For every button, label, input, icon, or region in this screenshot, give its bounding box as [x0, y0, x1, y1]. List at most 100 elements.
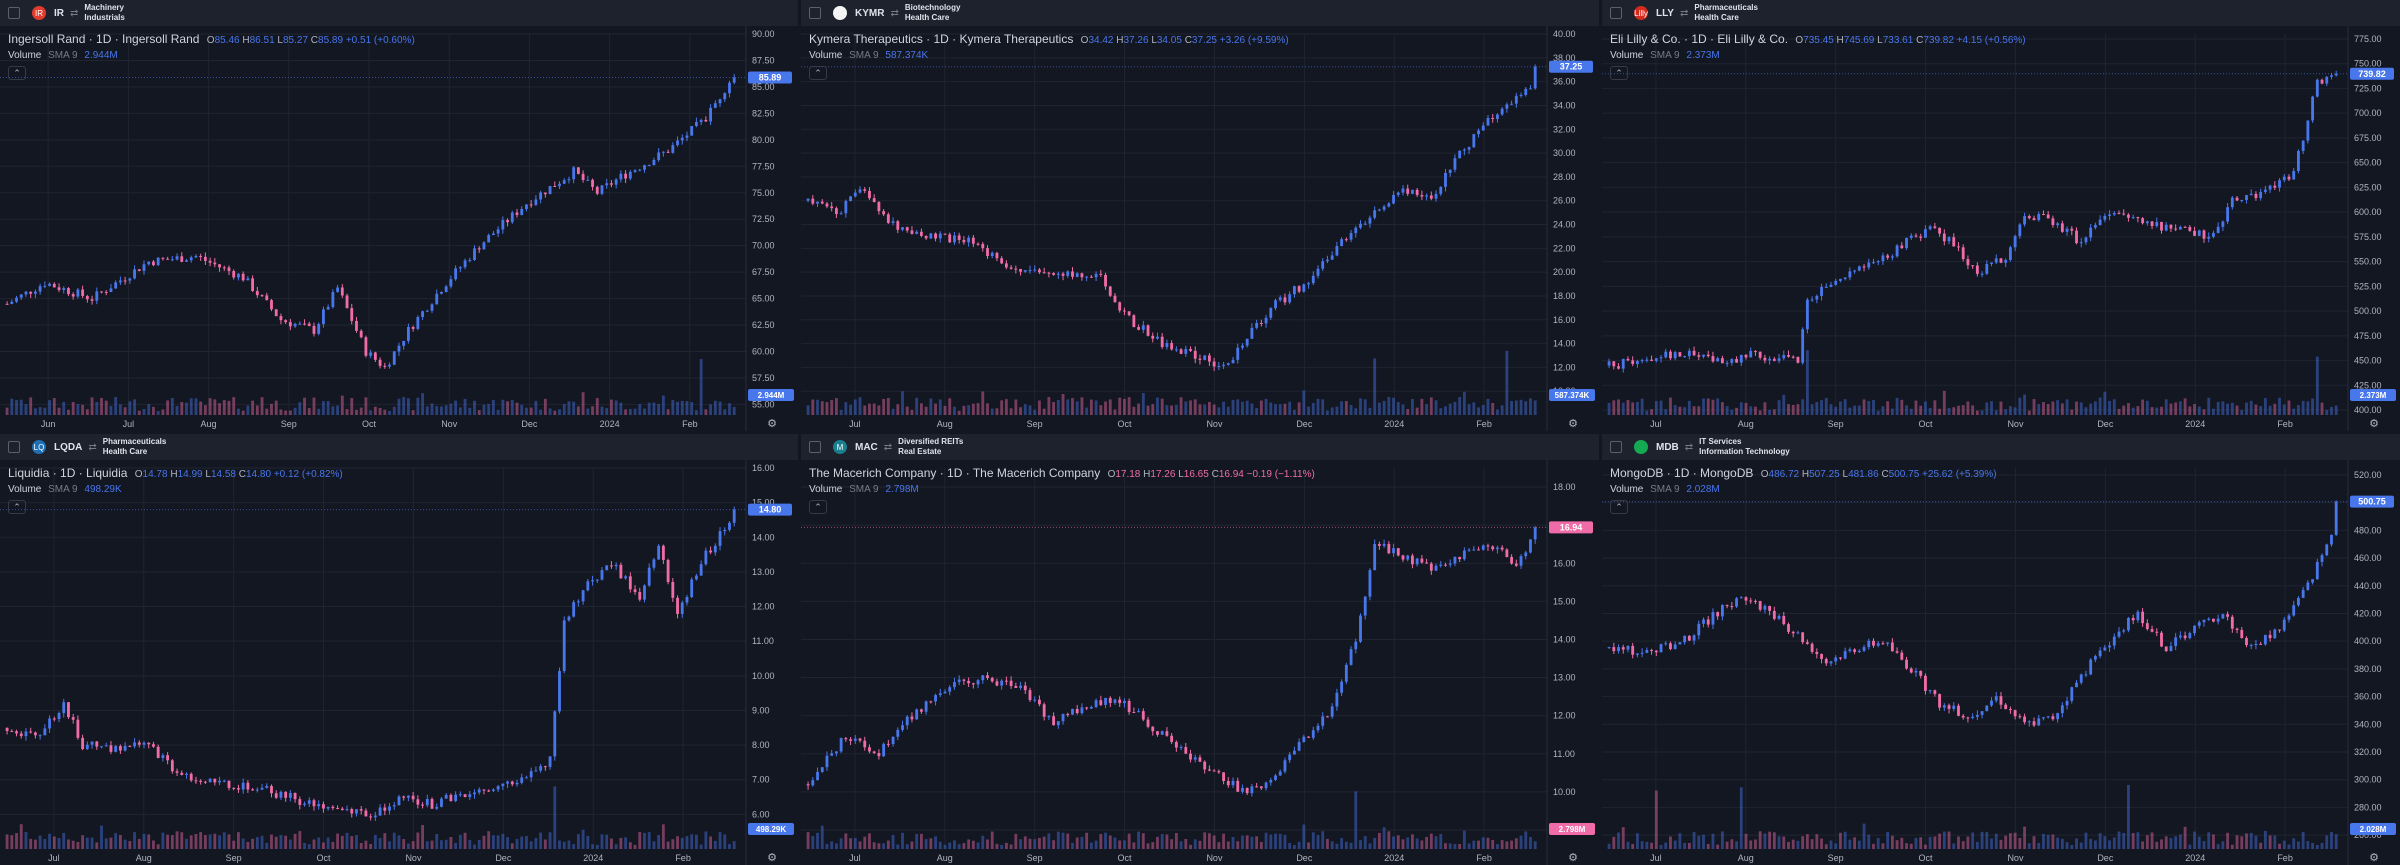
- chart-settings-icon[interactable]: ⚙: [1568, 852, 1578, 864]
- chart-settings-icon[interactable]: ⚙: [2369, 852, 2379, 864]
- ticker-symbol[interactable]: MDB: [1656, 441, 1679, 453]
- candle-body: [392, 805, 396, 807]
- chart-settings-icon[interactable]: ⚙: [767, 418, 777, 430]
- volume-bar: [2226, 832, 2230, 849]
- collapse-legend-button[interactable]: ⌃: [8, 66, 26, 80]
- candle-body: [2046, 214, 2050, 219]
- chart-panel-ir[interactable]: IR IR ⇄ Machinery Industrials 90.00 87.50…: [0, 0, 798, 431]
- price-chart[interactable]: 40.0038.0036.0034.0032.0030.0028.0026.00…: [801, 26, 1599, 431]
- chart-settings-icon[interactable]: ⚙: [2369, 418, 2379, 430]
- link-icon[interactable]: ⇄: [70, 7, 79, 19]
- volume-bar: [1406, 837, 1410, 849]
- link-icon[interactable]: ⇄: [1684, 441, 1694, 453]
- chart-panel-lqda[interactable]: LQ LQDA ⇄ Pharmaceuticals Health Care 16…: [0, 434, 798, 865]
- candle-body: [1377, 209, 1381, 211]
- volume-bar: [2127, 403, 2130, 415]
- candle-body: [1683, 356, 1687, 358]
- select-checkbox[interactable]: [1610, 441, 1622, 453]
- volume-bar: [1500, 405, 1504, 415]
- candle-body: [1706, 354, 1710, 357]
- collapse-legend-button[interactable]: ⌃: [8, 500, 26, 514]
- collapse-legend-button[interactable]: ⌃: [1610, 66, 1628, 80]
- collapse-legend-button[interactable]: ⌃: [1610, 500, 1628, 514]
- collapse-legend-button[interactable]: ⌃: [809, 500, 827, 514]
- select-checkbox[interactable]: [8, 441, 20, 453]
- chart-panel-mdb[interactable]: MDB ⇄ IT Services Information Technology…: [1602, 434, 2400, 865]
- candle-body: [194, 780, 198, 782]
- select-checkbox[interactable]: [809, 441, 821, 453]
- candle-body: [1259, 786, 1263, 789]
- y-tick-label: 725.00: [2354, 83, 2382, 93]
- volume-bar: [680, 837, 684, 849]
- candle-body: [1966, 259, 1970, 266]
- volume-bar: [1758, 410, 1762, 415]
- candle-body: [1881, 255, 1885, 262]
- select-checkbox[interactable]: [809, 7, 821, 19]
- candle-body: [1820, 654, 1823, 659]
- volume-bar: [1843, 399, 1847, 415]
- change-value: +25.62 (+5.39%): [1922, 469, 1997, 480]
- candle-body: [1472, 549, 1476, 551]
- select-checkbox[interactable]: [8, 7, 20, 19]
- candle-body: [104, 745, 108, 747]
- candle-body: [1085, 276, 1089, 278]
- candle-body: [586, 179, 590, 181]
- volume-bar: [496, 835, 500, 849]
- ticker-symbol[interactable]: KYMR: [855, 7, 885, 19]
- y-tick-label: 80.00: [752, 135, 775, 145]
- volume-bar: [1942, 831, 1946, 849]
- candle-body: [1895, 245, 1899, 257]
- ticker-symbol[interactable]: LLY: [1656, 7, 1674, 19]
- price-chart[interactable]: 520.00500.00480.00460.00440.00420.00400.…: [1602, 460, 2400, 865]
- collapse-legend-button[interactable]: ⌃: [809, 66, 827, 80]
- candle-body: [2245, 637, 2248, 646]
- candle-body: [539, 192, 543, 200]
- chart-panel-kymr[interactable]: KYMR ⇄ Biotechnology Health Care 40.00 38…: [801, 0, 1599, 431]
- ticker-symbol[interactable]: IR: [54, 7, 64, 19]
- chart-panel-mac[interactable]: M MAC ⇄ Diversified REITs Real Estate 18…: [801, 434, 1599, 865]
- candle-body: [1820, 286, 1823, 296]
- volume-tag: [1549, 389, 1595, 401]
- volume-bar: [1283, 834, 1287, 849]
- ticker-symbol[interactable]: LQDA: [54, 441, 83, 453]
- volume-bar: [237, 408, 240, 415]
- price-chart[interactable]: 775.00750.00725.00700.00675.00650.00625.…: [1602, 26, 2400, 431]
- volume-bar: [2018, 838, 2022, 849]
- volume-bar: [671, 839, 675, 849]
- open-value: 486.72: [1768, 469, 1800, 480]
- volume-bar: [255, 405, 259, 415]
- price-chart[interactable]: 90.0087.5085.0082.5080.0077.5075.0072.50…: [0, 26, 798, 431]
- volume-bar: [1678, 833, 1682, 849]
- volume-bar: [1212, 835, 1216, 849]
- link-icon[interactable]: ⇄: [890, 7, 899, 19]
- candle-body: [1108, 286, 1112, 296]
- volume-bar: [905, 406, 909, 415]
- candle-body: [1184, 349, 1188, 354]
- low-value: 34.05: [1156, 35, 1182, 46]
- volume-bar: [2259, 842, 2263, 849]
- chart-settings-icon[interactable]: ⚙: [1568, 418, 1578, 430]
- volume-bar: [449, 837, 453, 849]
- price-chart[interactable]: 16.0015.0014.0013.0012.0011.0010.009.008…: [0, 460, 798, 865]
- volume-bar: [1876, 410, 1880, 415]
- volume-bar: [2013, 407, 2017, 415]
- select-checkbox[interactable]: [1610, 7, 1622, 19]
- candle-body: [1805, 299, 1809, 330]
- chart-settings-icon[interactable]: ⚙: [767, 852, 777, 864]
- ticker-symbol[interactable]: MAC: [855, 441, 878, 453]
- link-icon[interactable]: ⇄: [1679, 7, 1689, 19]
- x-tick-label: Aug: [1738, 419, 1754, 429]
- chart-panel-lly[interactable]: Lilly LLY ⇄ Pharmaceuticals Health Care …: [1602, 0, 2400, 431]
- candle-body: [2249, 645, 2253, 647]
- link-icon[interactable]: ⇄: [88, 441, 97, 453]
- link-icon[interactable]: ⇄: [883, 441, 893, 453]
- volume-bar: [1673, 405, 1677, 415]
- volume-bar: [1481, 404, 1485, 415]
- volume-bar: [901, 391, 904, 415]
- x-tick-label: Dec: [521, 419, 538, 429]
- volume-bar: [1491, 402, 1495, 415]
- volume-bar: [2240, 836, 2244, 849]
- candle-body: [2188, 633, 2192, 639]
- volume-sma-value: 2.944M: [84, 50, 118, 61]
- price-chart[interactable]: 18.0017.0016.0015.0014.0013.0012.0011.00…: [801, 460, 1599, 865]
